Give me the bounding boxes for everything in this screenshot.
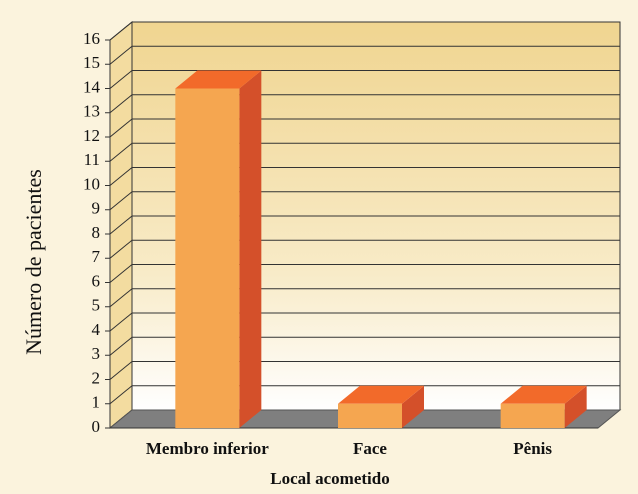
y-tick-label: 6	[92, 271, 101, 290]
bar-side	[564, 385, 587, 428]
y-tick-label: 12	[83, 126, 100, 145]
y-tick-label: 0	[92, 417, 101, 436]
bar-front	[175, 88, 240, 428]
grid-line	[109, 191, 620, 211]
bar-top	[500, 385, 587, 404]
y-tick-label: 4	[92, 320, 101, 339]
bar-side	[402, 385, 424, 428]
grid-line	[109, 336, 620, 356]
bar-side	[239, 70, 262, 428]
x-tick-label: Pênis	[513, 439, 552, 458]
grid-line	[109, 385, 620, 405]
grid-line	[109, 288, 620, 308]
plot-area	[105, 20, 622, 430]
y-tick-label: 14	[83, 77, 101, 96]
grid-line	[109, 21, 620, 41]
y-tick-label: 1	[92, 393, 101, 412]
y-tick-label: 5	[92, 296, 101, 315]
bar-top	[175, 70, 262, 89]
y-tick-label: 3	[92, 344, 101, 363]
grid-line	[109, 215, 620, 235]
grid-line	[109, 312, 620, 332]
grid-line	[109, 142, 620, 162]
grid-line	[109, 118, 620, 138]
y-tick-label: 15	[83, 53, 100, 72]
x-tick-label: Face	[353, 439, 387, 458]
y-tick-label: 2	[92, 368, 101, 387]
y-tick-label: 8	[92, 223, 101, 242]
grid-line	[109, 70, 620, 89]
x-tick-label: Membro inferior	[146, 439, 269, 458]
bar-top	[338, 385, 424, 404]
y-tick-label: 9	[92, 199, 101, 218]
x-axis-title: Local acometido	[270, 469, 389, 488]
bar-front	[500, 403, 565, 428]
y-tick-label: 16	[83, 29, 100, 48]
y-axis-title: Número de pacientes	[21, 169, 46, 355]
bar	[500, 385, 587, 428]
y-tick-label: 10	[83, 174, 100, 193]
grid-line	[109, 94, 620, 114]
grid-line	[109, 264, 620, 283]
bar	[175, 70, 262, 428]
grid-line	[109, 167, 620, 186]
grid-line	[109, 361, 620, 380]
y-tick-label: 11	[84, 150, 100, 169]
y-tick-label: 13	[83, 102, 100, 121]
y-tick-label: 7	[92, 247, 101, 266]
grid-line	[109, 45, 620, 65]
grid-line	[109, 239, 620, 259]
bar	[338, 385, 424, 428]
bar-front	[338, 403, 402, 428]
